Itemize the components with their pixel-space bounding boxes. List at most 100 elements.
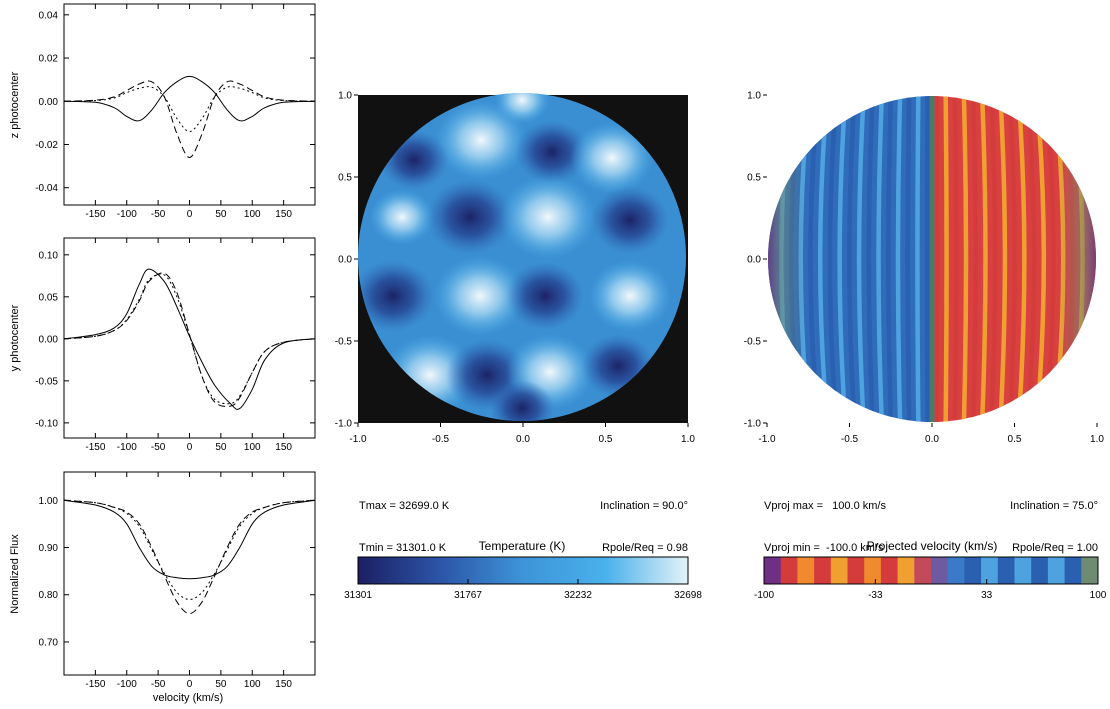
x-tick-label: 0.5 [1008, 434, 1022, 445]
x-tick-label: 0 [187, 442, 193, 453]
series-lines [63, 268, 316, 410]
x-tick-label: -50 [151, 442, 166, 453]
series-line-solid [63, 499, 316, 580]
cool-spot [489, 380, 555, 421]
hot-spot [435, 100, 527, 180]
x-tick-label: 150 [275, 442, 292, 453]
x-tick-label: -50 [151, 679, 166, 690]
inclination-text: Inclination = 75.0° [1010, 500, 1098, 512]
plot-frame [63, 471, 316, 676]
rpole-req-text: Rpole/Req = 0.98 [602, 542, 688, 554]
hot-spot [570, 122, 654, 194]
colorbar-ticks: 31301 31767 32232 32698 [344, 579, 702, 601]
colorbar-band [947, 557, 965, 584]
y-tick-label: 1.00 [39, 496, 59, 507]
colorbar-band [764, 557, 782, 584]
y-tick-label: 0.05 [39, 292, 59, 303]
y-tick-label: -0.5 [335, 337, 353, 348]
panel-normalized-flux: 1.00 0.90 0.80 0.70 -150 -100 -50 0 50 100 150 No… [9, 471, 316, 704]
colorbar-tick-label: -33 [868, 590, 883, 601]
hot-spot [494, 93, 550, 124]
colorbar-band [864, 557, 882, 584]
x-tick-label: -150 [85, 679, 105, 690]
colorbar-band [1081, 557, 1099, 584]
tmax-text: Tmax = 32699.0 K [359, 500, 450, 512]
colorbar-title: Temperature (K) [479, 539, 566, 553]
ticks [64, 4, 315, 205]
y-tick-label: 0.70 [39, 637, 59, 648]
series-line-solid [63, 75, 316, 122]
colorbar-tick-label: 32232 [564, 590, 592, 601]
x-tick-label: -150 [85, 209, 105, 220]
x-tick-labels: -150 -100 -50 0 50 100 150 [85, 679, 292, 690]
cool-spot [515, 120, 589, 184]
panel-z-photocenter: 0.04 0.02 0.00 -0.02 -0.04 -150 -100 -50 0 50 100… [9, 3, 316, 220]
x-tick-label: -100 [117, 442, 137, 453]
vproj-min-text: Vproj min = -100.0 km/s [764, 542, 884, 554]
colorbar-band [997, 557, 1015, 584]
y-tick-label: 0.10 [39, 250, 59, 261]
colorbar-title: Projected velocity (km/s) [867, 539, 998, 553]
x-tick-label: 100 [244, 679, 261, 690]
y-tick-label: -0.5 [744, 337, 762, 348]
y-tick-label: -0.10 [35, 418, 58, 429]
velocity-map-panel: -1.0 -0.5 0.0 0.5 1.0 -1.0 -0.5 0.0 0.5 1.0 [744, 91, 1105, 446]
series-lines [63, 75, 316, 159]
x-tick-label: 0.0 [516, 434, 530, 445]
hot-spot [369, 189, 435, 245]
inclination-text: Inclination = 90.0° [600, 500, 688, 512]
colorbar-tick-label: 31301 [344, 590, 372, 601]
hot-spot [588, 260, 672, 332]
y-tick-label: -0.04 [35, 183, 58, 194]
temperature-map-panel: -1.0 -0.5 0.0 0.5 1.0 -1.0 -0.5 0.0 0.5 1.0 [335, 91, 696, 446]
tmin-text: Tmin = 31301.0 K [359, 542, 447, 554]
y-tick-labels: -1.0 -0.5 0.0 0.5 1.0 [744, 91, 762, 430]
x-tick-label: -0.5 [841, 434, 859, 445]
colorbar-band [814, 557, 832, 584]
colorbar-band [830, 557, 848, 584]
x-tick-label: 1.0 [1090, 434, 1104, 445]
y-axis-label: z photocenter [9, 71, 21, 138]
panel-y-photocenter: 0.10 0.05 0.00 -0.05 -0.10 -150 -100 -50 0 50 100… [9, 237, 316, 453]
colorbar-band [1014, 557, 1032, 584]
y-tick-labels: -1.0 -0.5 0.0 0.5 1.0 [335, 91, 353, 430]
colorbar-band [1064, 557, 1082, 584]
x-tick-label: 150 [275, 679, 292, 690]
ticks [64, 238, 315, 438]
x-tick-labels: -1.0 -0.5 0.0 0.5 1.0 [349, 434, 695, 445]
x-tick-label: -100 [117, 679, 137, 690]
y-tick-labels: 0.10 0.05 0.00 -0.05 -0.10 [35, 250, 58, 429]
x-tick-label: 100 [244, 209, 261, 220]
y-tick-label: -1.0 [744, 419, 762, 430]
plot-frame [63, 3, 316, 206]
colorbar-tick-label: 31767 [454, 590, 482, 601]
x-tick-label: 0.0 [925, 434, 939, 445]
plot-frame [63, 237, 316, 439]
velocity-colorbar: Projected velocity (km/s) -100 -33 33 100 [754, 539, 1107, 601]
series-line-dashed [63, 272, 316, 407]
x-tick-label: 0.5 [599, 434, 613, 445]
colorbar-band [981, 557, 999, 584]
y-tick-label: 1.0 [747, 91, 761, 102]
colorbar-band [780, 557, 798, 584]
x-tick-label: 150 [275, 209, 292, 220]
y-tick-label: 0.00 [39, 334, 59, 345]
hot-spot [434, 256, 526, 336]
colorbar-ticks: -100 -33 33 100 [754, 579, 1107, 601]
ticks [64, 472, 315, 675]
y-tick-label: 0.80 [39, 590, 59, 601]
y-tick-label: -0.02 [35, 140, 58, 151]
y-tick-label: 0.0 [747, 255, 761, 266]
series-line-dashed [63, 80, 316, 159]
series-line-solid [63, 268, 316, 410]
x-tick-label: 0 [187, 209, 193, 220]
ticks [354, 94, 689, 427]
x-tick-label: -1.0 [349, 434, 367, 445]
temperature-range-info: Tmax = 32699.0 K Tmin = 31301.0 K [359, 471, 449, 569]
x-tick-label: 1.0 [681, 434, 695, 445]
x-tick-label: -150 [85, 442, 105, 453]
x-tick-label: -100 [117, 209, 137, 220]
cool-spot [505, 262, 585, 330]
y-tick-label: 0.5 [338, 173, 352, 184]
